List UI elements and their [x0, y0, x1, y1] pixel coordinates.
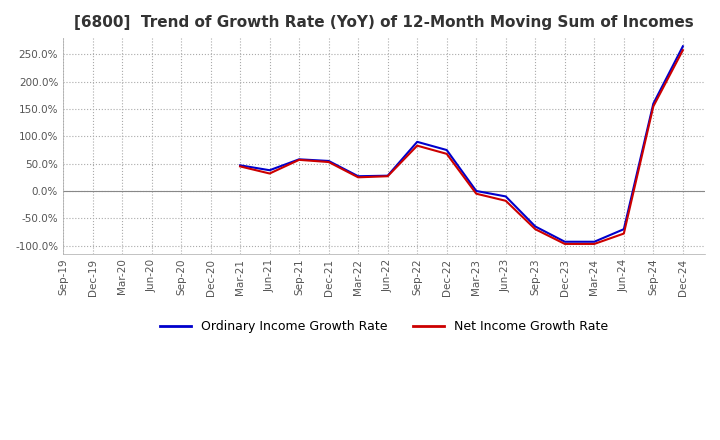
Legend: Ordinary Income Growth Rate, Net Income Growth Rate: Ordinary Income Growth Rate, Net Income … [155, 315, 613, 338]
Title: [6800]  Trend of Growth Rate (YoY) of 12-Month Moving Sum of Incomes: [6800] Trend of Growth Rate (YoY) of 12-… [74, 15, 694, 30]
